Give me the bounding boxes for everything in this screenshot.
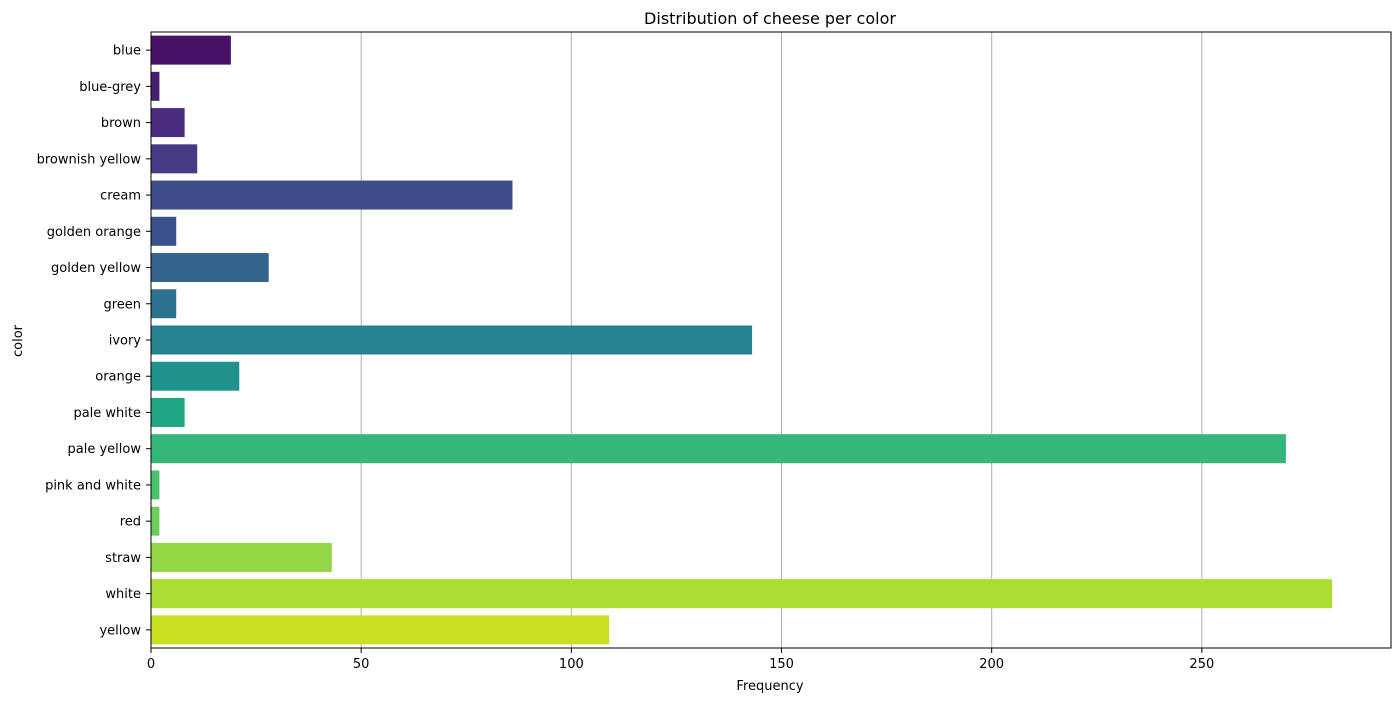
y-tick-label: brownish yellow: [37, 152, 142, 167]
bar-blue-grey: [151, 71, 160, 101]
y-tick-label: blue: [113, 44, 141, 59]
bar-red: [151, 506, 160, 536]
bar-brownish-yellow: [151, 144, 198, 174]
bar-white: [151, 579, 1333, 609]
bar-brown: [151, 108, 185, 138]
bar-pale-yellow: [151, 434, 1286, 464]
y-tick-label: pale yellow: [68, 442, 142, 457]
y-tick-label: ivory: [109, 334, 142, 349]
x-tick-label: 200: [979, 657, 1004, 672]
y-axis-ticks: blue blue-grey brown brownish yellow cream go…: [37, 44, 151, 638]
y-axis-label: color: [11, 324, 26, 357]
bar-ivory: [151, 325, 753, 355]
x-tick-label: 0: [147, 657, 155, 672]
y-tick-label: cream: [100, 189, 141, 204]
x-tick-label: 50: [353, 657, 370, 672]
y-tick-label: orange: [95, 370, 141, 385]
y-tick-label: red: [120, 515, 141, 530]
x-tick-label: 100: [559, 657, 584, 672]
x-axis-label: Frequency: [736, 679, 803, 694]
y-tick-label: pink and white: [45, 478, 141, 493]
bar-pink-and-white: [151, 470, 160, 500]
bar-golden-orange: [151, 216, 177, 246]
y-tick-label: blue-grey: [79, 80, 141, 95]
y-tick-label: yellow: [99, 623, 141, 638]
gridlines: [360, 32, 1203, 648]
y-tick-label: brown: [101, 116, 141, 131]
y-tick-label: golden yellow: [51, 261, 141, 276]
chart-title: Distribution of cheese per color: [644, 9, 896, 28]
bars: [151, 35, 1333, 645]
bar-pale-white: [151, 397, 185, 427]
bar-orange: [151, 361, 240, 391]
x-axis-ticks: 0 50 100 150 200 250: [147, 648, 1214, 672]
y-tick-label: golden orange: [47, 225, 141, 240]
bar-straw: [151, 542, 332, 572]
bar-golden-yellow: [151, 253, 269, 283]
bar-yellow: [151, 615, 610, 645]
bar-green: [151, 289, 177, 319]
bar-blue: [151, 35, 231, 65]
y-tick-label: green: [103, 297, 141, 312]
y-tick-label: straw: [105, 551, 141, 566]
bar-cream: [151, 180, 513, 210]
x-tick-label: 150: [769, 657, 794, 672]
y-tick-label: white: [105, 587, 141, 602]
x-tick-label: 250: [1189, 657, 1214, 672]
y-tick-label: pale white: [73, 406, 141, 421]
